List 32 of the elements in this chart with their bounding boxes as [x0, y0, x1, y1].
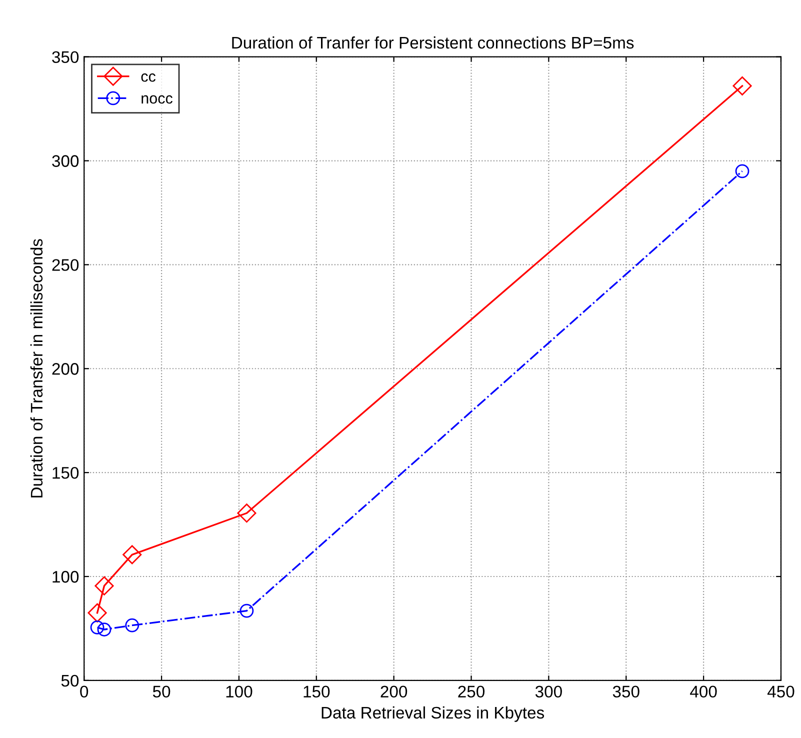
point [94, 576, 114, 596]
point [237, 504, 256, 523]
x-tick-label: 150 [304, 686, 330, 698]
y-tick-label: 350 [52, 51, 79, 64]
x-tick-label: 50 [152, 686, 170, 698]
point [122, 545, 142, 564]
legend-label: nocc [142, 95, 172, 104]
x-tick-label: 100 [226, 686, 252, 698]
y-axis-title: Duration of Transfer in milliseconds [30, 239, 43, 498]
point [125, 618, 140, 632]
point [90, 620, 104, 634]
point [735, 164, 750, 178]
x-tick-label: 300 [535, 686, 562, 698]
y-tick-label: 150 [52, 466, 79, 479]
x-tick-label: 400 [690, 686, 717, 698]
x-tick-label: 450 [767, 686, 794, 698]
x-tick-label: 0 [80, 686, 88, 698]
x-tick-label: 250 [458, 686, 485, 698]
y-tick-label: 100 [52, 570, 79, 583]
point [240, 604, 254, 618]
x-axis-title: Data Retrieval Sizes in Kbytes [322, 706, 544, 722]
point [97, 622, 112, 636]
point [88, 603, 107, 622]
x-tick-label: 350 [612, 686, 640, 698]
x-tick-label: 200 [380, 686, 408, 698]
y-tick-label: 200 [52, 363, 79, 375]
y-tick-label: 300 [52, 155, 79, 167]
y-tick-label: 50 [61, 674, 79, 687]
y-tick-label: 250 [52, 259, 79, 271]
chart-title: Duration of Tranfer for Persistent connections BP=5ms [232, 36, 634, 49]
point [732, 76, 752, 96]
legend-label: cc [141, 73, 156, 82]
